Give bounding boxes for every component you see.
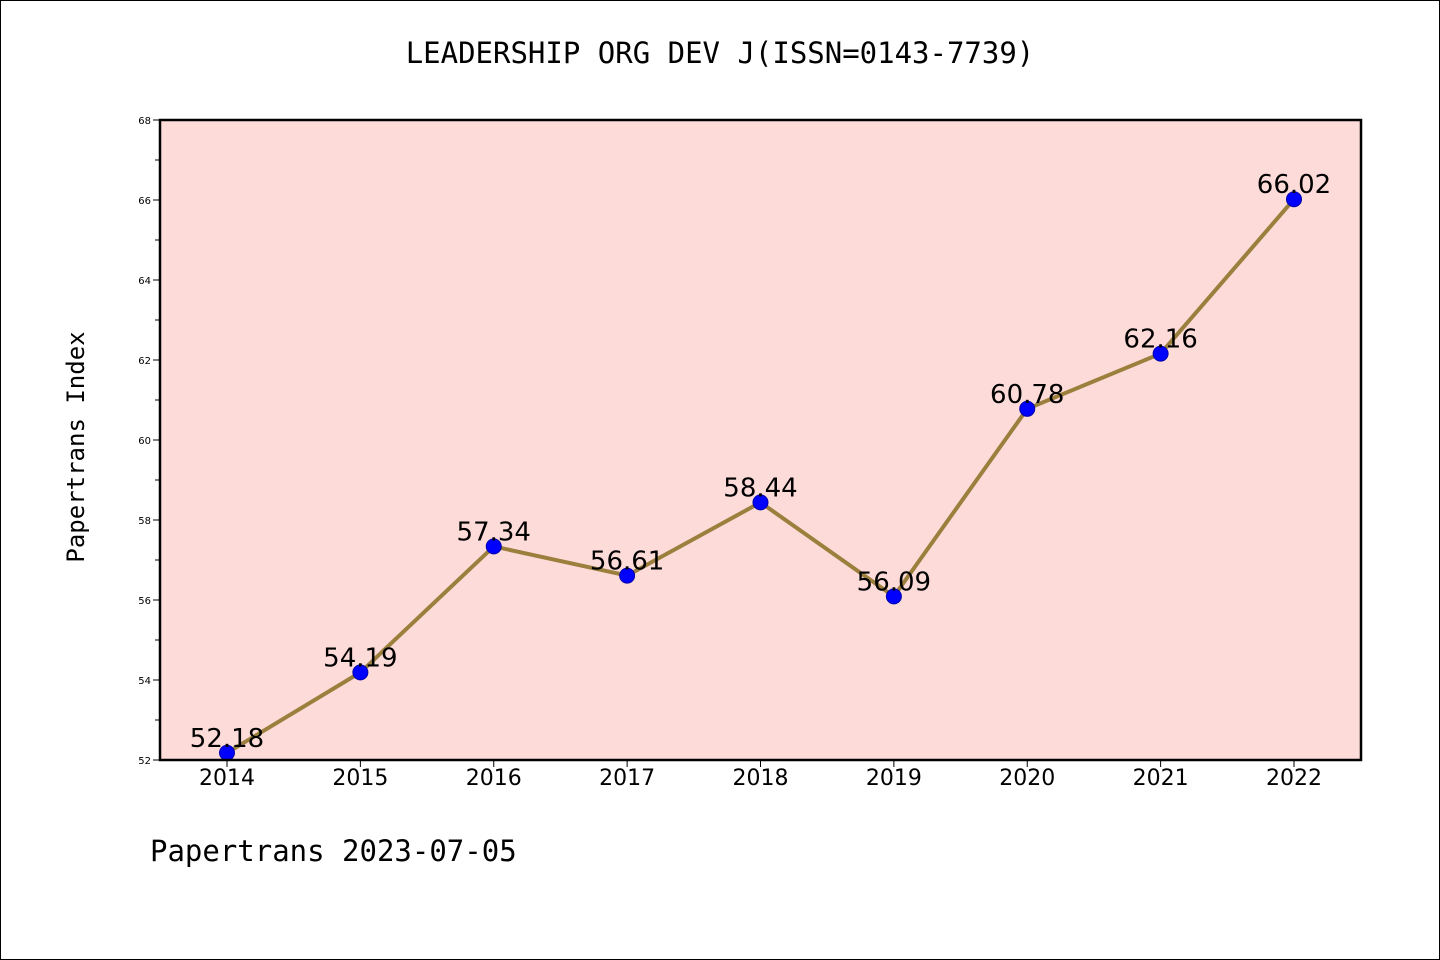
x-tick-label: 2014 [199, 766, 255, 791]
data-point-marker [352, 664, 369, 681]
x-tick-label: 2019 [866, 766, 922, 791]
data-label: 66.02 [1257, 170, 1331, 200]
data-label: 58.44 [723, 473, 797, 503]
data-label: 57.34 [457, 517, 531, 547]
data-point-marker [1286, 191, 1302, 208]
data-point-marker [885, 588, 902, 605]
y-tick-label: 62 [138, 356, 151, 367]
y-tick-label: 58 [138, 516, 151, 527]
y-tick-label: 66 [138, 196, 151, 207]
plot-border [158, 118, 1363, 762]
chart-title: LEADERSHIP ORG DEV J(ISSN=0143-7739) [405, 36, 1035, 70]
data-label: 56.61 [590, 547, 664, 577]
plot-area [160, 120, 1361, 760]
y-tick-label: 52 [138, 756, 151, 767]
data-point-marker [1019, 400, 1036, 417]
x-tick-label: 2016 [466, 766, 522, 791]
data-point-marker [752, 494, 769, 511]
data-label: 56.09 [857, 567, 931, 597]
x-tick-label: 2018 [733, 766, 789, 791]
x-tick-label: 2017 [599, 766, 655, 791]
y-tick-label: 56 [138, 596, 151, 607]
y-tick-label: 60 [138, 436, 151, 447]
data-point-marker [619, 567, 636, 584]
y-tick-label: 68 [138, 116, 151, 127]
footer-credit: Papertrans 2023-07-05 [150, 834, 517, 868]
data-label: 52.18 [190, 724, 264, 754]
data-point-marker [485, 538, 502, 555]
data-label: 60.78 [990, 380, 1064, 410]
x-tick-label: 2021 [1133, 766, 1189, 791]
x-tick-label: 2020 [999, 766, 1055, 791]
data-label: 54.19 [323, 643, 397, 673]
x-tick-label: 2015 [332, 766, 388, 791]
y-tick-label: 64 [138, 276, 151, 287]
data-label: 62.16 [1123, 325, 1197, 355]
x-tick-label: 2022 [1266, 766, 1322, 791]
data-point-marker [1152, 345, 1169, 362]
y-tick-label: 54 [138, 676, 151, 687]
